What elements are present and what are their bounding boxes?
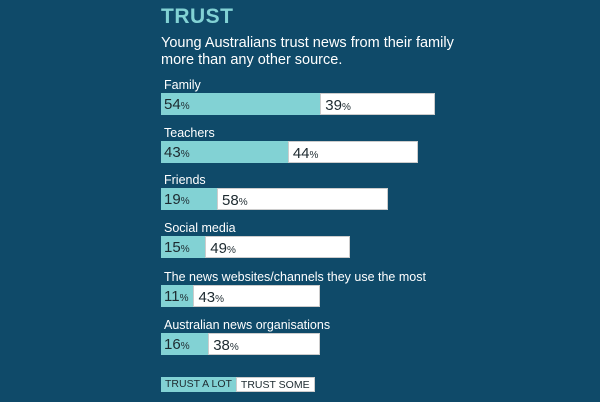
percent-unit: %: [309, 150, 319, 161]
data-label: 49: [210, 240, 227, 257]
legend-trust-some: TRUST SOME: [235, 377, 315, 392]
data-label: 39: [325, 97, 342, 114]
legend-trust-a-lot: TRUST A LOT: [161, 377, 236, 392]
legend: TRUST A LOT TRUST SOME: [161, 377, 315, 392]
data-label: 16: [164, 336, 181, 353]
percent-unit: %: [179, 293, 189, 304]
percent-unit: %: [180, 149, 190, 160]
percent-unit: %: [215, 294, 225, 305]
percent-unit: %: [180, 101, 190, 112]
bar-trust-some: 58%: [217, 188, 389, 210]
percent-unit: %: [238, 197, 248, 208]
bar-trust-a-lot: 19%: [161, 188, 218, 210]
percent-unit: %: [226, 245, 236, 256]
percent-unit: %: [180, 244, 190, 255]
percent-unit: %: [341, 102, 351, 113]
bar-trust-some: 44%: [287, 141, 418, 163]
bar-trust-some: 39%: [320, 93, 436, 115]
bar-trust-a-lot: 15%: [161, 236, 206, 258]
bar-trust-a-lot: 54%: [161, 93, 321, 115]
data-label: 19: [164, 191, 181, 208]
bar-trust-a-lot: 11%: [161, 285, 194, 307]
percent-unit: %: [229, 342, 239, 353]
data-label: 54: [164, 96, 181, 113]
data-label: 43: [164, 144, 181, 161]
bar-trust-a-lot: 43%: [161, 141, 288, 163]
data-label: 43: [198, 289, 216, 306]
category-label: Teachers: [164, 126, 215, 140]
percent-unit: %: [180, 196, 190, 207]
data-label: 11: [164, 288, 180, 305]
bar-trust-a-lot: 16%: [161, 333, 209, 355]
data-label: 44: [292, 145, 310, 162]
bar-trust-some: 49%: [205, 236, 350, 258]
category-label: Family: [164, 78, 201, 92]
category-label: Friends: [164, 173, 206, 187]
category-label: Social media: [164, 221, 236, 235]
data-label: 58: [222, 192, 239, 209]
data-label: 15: [164, 239, 181, 256]
percent-unit: %: [180, 341, 190, 352]
chart-title: TRUST: [161, 5, 234, 28]
category-label: Australian news organisations: [164, 318, 331, 332]
data-label: 38: [213, 337, 230, 354]
category-label: The news websites/channels they use the …: [164, 270, 426, 284]
bar-trust-some: 38%: [208, 333, 321, 355]
bar-trust-some: 43%: [193, 285, 321, 307]
chart-subtitle: Young Australians trust news from their …: [161, 35, 454, 68]
